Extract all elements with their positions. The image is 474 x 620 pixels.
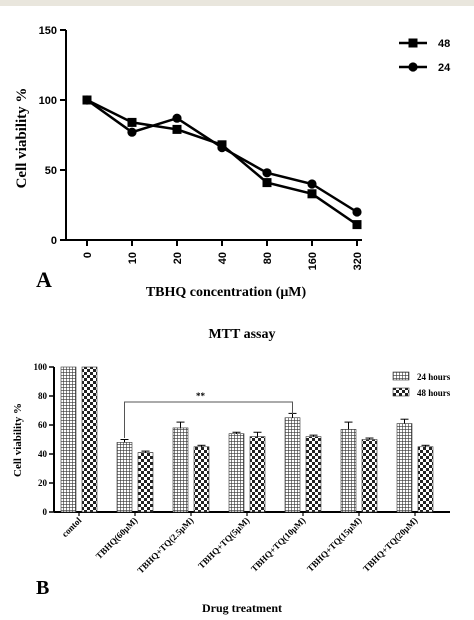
panel-b-xlabel: Drug treatment (202, 601, 282, 615)
top-strip (0, 0, 474, 6)
b-legend-label: 48 hours (417, 388, 451, 398)
b-legend-label: 24 hours (417, 372, 451, 382)
b-xtick-label: TBHQ(60μM) (94, 515, 140, 561)
a-xtick-label: 80 (262, 252, 274, 264)
a-legend-label: 48 (438, 38, 450, 50)
b-ytick-label: 20 (38, 478, 48, 488)
b-xtick-label: TBHQ+TQ(2.5μM) (135, 515, 195, 575)
a-point-48 (127, 117, 137, 127)
b-bar-24h (116, 442, 133, 513)
b-xtick-label: TBHQ+TQ(5μM) (196, 515, 251, 570)
a-xtick-label: 320 (352, 252, 364, 270)
a-xtick-label: 160 (307, 252, 319, 270)
panel-b: MTT assay Cell viability % Drug treatmen… (12, 327, 451, 615)
a-xtick-label: 20 (172, 252, 184, 264)
a-xtick-label: 40 (217, 252, 229, 264)
a-legend-label: 24 (438, 62, 451, 74)
b-bar-24h (60, 366, 77, 513)
a-point-48 (172, 124, 182, 134)
b-bar-48h (361, 439, 378, 513)
b-legend-swatch (392, 387, 410, 397)
b-bar-48h (417, 446, 434, 513)
a-point-48 (307, 189, 317, 199)
panel-b-title: MTT assay (208, 327, 275, 342)
b-bar-48h (137, 452, 154, 513)
panel-b-letter: B (36, 577, 49, 599)
b-bar-24h (284, 417, 301, 513)
b-xtick-label: TBHQ+TQ(10μM) (249, 515, 308, 574)
b-ytick-label: 100 (34, 362, 48, 372)
b-bar-24h (396, 423, 413, 513)
b-bar-48h (81, 366, 98, 513)
a-xtick-label: 10 (127, 252, 139, 264)
panel-a-ylabel: Cell viability % (14, 88, 30, 189)
b-xtick-label: TBHQ+TQ(15μM) (305, 515, 364, 574)
b-ytick-label: 80 (38, 391, 48, 401)
b-significance-label: ** (196, 391, 206, 401)
a-point-24 (82, 95, 92, 105)
a-legend-marker (408, 38, 418, 48)
b-legend-swatch (392, 371, 410, 381)
a-point-24 (262, 168, 272, 178)
a-ytick-label: 50 (45, 165, 57, 177)
a-legend-marker (408, 62, 418, 72)
panel-b-ylabel: Cell viability % (12, 403, 24, 477)
b-bar-48h (193, 446, 210, 513)
a-point-48 (262, 178, 272, 188)
b-bar-48h (249, 436, 266, 513)
a-ytick-label: 0 (51, 235, 57, 247)
b-ytick-label: 60 (38, 420, 48, 430)
a-point-24 (217, 143, 227, 153)
b-significance-bracket (124, 401, 293, 438)
b-xtick-label: contol (60, 515, 84, 539)
a-point-24 (127, 127, 137, 137)
b-bar-24h (340, 429, 357, 513)
b-xtick-label: TBHQ+TQ(20μM) (361, 515, 420, 574)
b-bar-24h (228, 433, 245, 513)
b-ytick-label: 0 (43, 507, 48, 517)
a-xtick-label: 0 (82, 252, 94, 258)
a-point-24 (352, 207, 362, 217)
a-point-48 (352, 220, 362, 230)
panel-a-letter: A (36, 267, 52, 292)
a-point-24 (307, 179, 317, 189)
b-ytick-label: 40 (38, 449, 48, 459)
panel-a: Cell viability % TBHQ concentration (μM)… (14, 25, 451, 300)
panel-a-xlabel: TBHQ concentration (μM) (146, 285, 307, 300)
a-point-24 (172, 113, 182, 123)
b-bar-24h (172, 427, 189, 513)
a-ytick-label: 100 (39, 95, 57, 107)
a-ytick-label: 150 (39, 25, 57, 37)
b-bar-48h (305, 436, 322, 513)
